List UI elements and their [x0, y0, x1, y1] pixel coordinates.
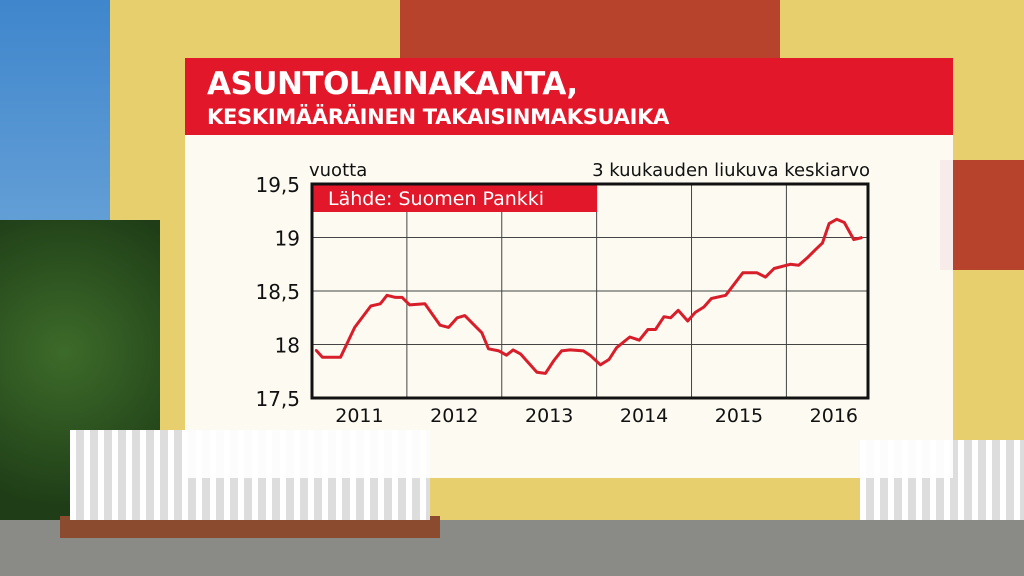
deck	[60, 516, 440, 538]
data-point	[321, 356, 324, 359]
data-point	[686, 320, 689, 322]
chart-note: 3 kuukauden liukuva keskiarvo	[592, 160, 870, 181]
x-tick-label: 2015	[715, 405, 763, 427]
data-point	[663, 315, 665, 318]
data-point	[710, 297, 713, 300]
data-point	[401, 296, 403, 299]
data-point	[553, 359, 555, 362]
x-tick-label: 2013	[525, 405, 573, 427]
source-label: Lähde: Suomen Pankki	[328, 188, 544, 210]
data-point	[815, 248, 817, 251]
x-tick-label: 2014	[620, 405, 668, 427]
data-point	[569, 349, 571, 351]
data-point	[519, 353, 522, 355]
data-point	[638, 339, 641, 342]
data-point	[654, 328, 657, 331]
data-point	[835, 218, 838, 221]
data-point	[806, 257, 809, 259]
data-point	[456, 316, 458, 319]
data-point	[582, 350, 585, 352]
data-point	[536, 371, 538, 374]
y-tick-label: 18	[275, 334, 300, 358]
chart-subtitle: KESKIMÄÄRÄINEN TAKAISINMAKSUAIKA	[207, 105, 670, 129]
y-tick-label: 18,5	[255, 280, 300, 304]
chart-header: ASUNTOLAINAKANTA, KESKIMÄÄRÄINEN TAKAISI…	[185, 58, 953, 135]
y-tick-label: 17,5	[255, 387, 300, 411]
plot-frame	[310, 182, 870, 400]
data-point	[677, 309, 680, 312]
data-point	[463, 314, 466, 317]
data-point	[852, 238, 855, 241]
x-tick-label: 2016	[810, 405, 858, 427]
data-points	[314, 218, 864, 375]
roof	[940, 160, 1024, 270]
data-point	[447, 326, 450, 329]
data-point	[694, 311, 697, 314]
data-point	[544, 372, 547, 375]
series-line	[314, 217, 863, 375]
source-label-box	[312, 184, 597, 212]
data-point	[498, 350, 500, 352]
data-point	[724, 294, 727, 297]
data-point	[439, 324, 441, 327]
data-point	[589, 354, 591, 357]
data-point	[339, 356, 342, 359]
x-tick-label: 2012	[430, 405, 478, 427]
y-tick-label: 19	[275, 227, 300, 251]
data-point	[615, 346, 618, 349]
roof	[400, 0, 780, 60]
data-point	[424, 303, 426, 305]
data-point	[828, 222, 830, 225]
data-point	[741, 272, 744, 274]
data-point	[629, 336, 631, 338]
data-point	[669, 316, 672, 319]
chart-title: ASUNTOLAINAKANTA,	[207, 66, 578, 102]
data-point	[379, 303, 382, 305]
data-point	[797, 264, 800, 267]
data-point	[789, 263, 791, 266]
y-tick-label: 19,5	[255, 173, 300, 197]
data-point	[599, 364, 602, 366]
data-point	[472, 323, 475, 325]
data-point	[821, 242, 824, 244]
data-point	[861, 236, 864, 239]
data-point	[843, 221, 846, 224]
data-point	[647, 328, 649, 331]
data-point	[703, 306, 705, 308]
data-point	[314, 349, 317, 351]
grid	[312, 183, 868, 399]
data-point	[505, 354, 508, 357]
data-point	[386, 294, 388, 297]
data-point	[487, 347, 490, 350]
data-point	[394, 296, 397, 299]
data-point	[353, 326, 356, 329]
data-point	[773, 267, 775, 270]
data-point	[408, 304, 411, 306]
y-axis-unit: vuotta	[309, 160, 367, 181]
data-point	[481, 331, 483, 334]
x-tick-label: 2011	[335, 405, 383, 427]
data-point	[608, 358, 610, 361]
data-point	[756, 272, 758, 274]
data-point	[370, 305, 372, 307]
data-point	[560, 350, 563, 352]
data-point	[512, 349, 514, 351]
data-point	[764, 276, 767, 278]
